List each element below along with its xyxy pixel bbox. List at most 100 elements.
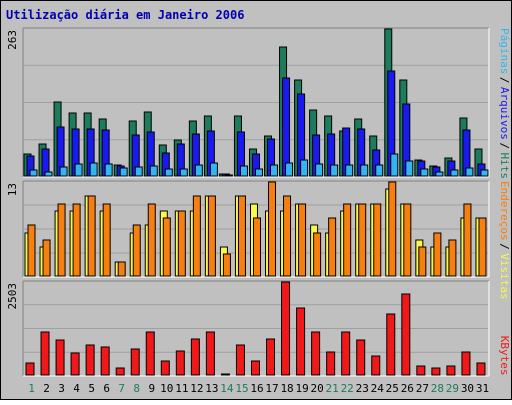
bar-páginas-day-8 — [134, 166, 143, 177]
bar-kbytes-day-7 — [115, 367, 125, 376]
bar-kbytes-day-3 — [55, 339, 65, 376]
bar-endereços-day-3 — [57, 203, 66, 277]
bar-kbytes-day-10 — [160, 360, 170, 376]
bar-endereços-day-21 — [328, 217, 337, 277]
x-tick-label-day-11: 11 — [175, 382, 188, 395]
legend-visitas: Visitas — [498, 253, 511, 299]
bar-páginas-day-13 — [209, 162, 218, 177]
bar-páginas-day-11 — [179, 168, 188, 177]
bar-endereços-day-24 — [373, 203, 382, 277]
bar-páginas-day-23 — [360, 164, 369, 177]
bar-endereços-day-16 — [252, 217, 261, 277]
bar-kbytes-day-31 — [476, 362, 486, 376]
bar-kbytes-day-27 — [416, 365, 426, 376]
bar-páginas-day-30 — [465, 167, 474, 177]
bar-kbytes-day-11 — [175, 350, 185, 376]
bar-páginas-day-26 — [405, 160, 414, 177]
legend-separator: / — [498, 77, 511, 84]
bar-kbytes-day-8 — [130, 348, 140, 376]
x-tick-label-day-17: 17 — [265, 382, 278, 395]
x-tick-label-day-10: 10 — [160, 382, 173, 395]
bar-kbytes-day-22 — [341, 331, 351, 376]
bar-kbytes-day-6 — [100, 346, 110, 376]
bar-kbytes-day-4 — [70, 352, 80, 376]
bar-endereços-day-5 — [87, 195, 96, 277]
bar-páginas-day-29 — [450, 169, 459, 177]
bar-endereços-day-17 — [268, 181, 277, 277]
x-tick-label-day-7: 7 — [118, 382, 125, 395]
y-tick-label: 263 — [6, 30, 19, 50]
bar-páginas-day-2 — [44, 171, 53, 177]
bar-páginas-day-5 — [89, 162, 98, 177]
bar-endereços-day-7 — [117, 261, 126, 277]
bar-kbytes-day-23 — [356, 339, 366, 376]
legend-endereços: Endereços — [498, 181, 511, 241]
bar-kbytes-day-25 — [386, 313, 396, 376]
x-tick-label-day-27: 27 — [416, 382, 429, 395]
x-tick-label-day-6: 6 — [103, 382, 110, 395]
series-arquivos — [26, 70, 486, 177]
x-tick-label-day-4: 4 — [73, 382, 80, 395]
bar-kbytes-day-15 — [235, 344, 245, 376]
bar-páginas-day-6 — [104, 163, 113, 177]
x-tick-label-day-8: 8 — [133, 382, 140, 395]
chart-panel-1: 263 Páginas / Arquivos / Hits — [6, 27, 511, 180]
bar-endereços-day-2 — [42, 239, 51, 277]
bar-páginas-day-3 — [59, 166, 68, 177]
bar-arquivos-day-18 — [282, 77, 291, 177]
bar-páginas-day-4 — [74, 163, 83, 177]
legend-kbytes: KBytes — [498, 336, 511, 376]
x-tick-label-day-16: 16 — [250, 382, 263, 395]
bar-páginas-day-21 — [330, 164, 339, 177]
x-tick-label-day-14: 14 — [220, 382, 234, 395]
x-tick-label-day-25: 25 — [386, 382, 399, 395]
series-endereços — [27, 181, 487, 277]
chart-panel-2: 13 Endereços / Visitas — [6, 180, 511, 300]
bar-kbytes-day-24 — [371, 355, 381, 376]
bar-endereços-day-27 — [418, 246, 427, 277]
bar-páginas-day-28 — [435, 171, 444, 177]
legend-separator: / — [498, 243, 511, 250]
series-kbytes — [25, 281, 486, 376]
legend-hits: Hits — [498, 153, 511, 180]
bar-páginas-day-1 — [29, 169, 38, 177]
bar-kbytes-day-5 — [85, 344, 95, 376]
bar-endereços-day-22 — [343, 203, 352, 277]
bar-páginas-day-14 — [224, 174, 233, 177]
x-tick-label-day-30: 30 — [461, 382, 474, 395]
bar-páginas-day-20 — [315, 163, 324, 177]
x-tick-label-day-5: 5 — [88, 382, 95, 395]
x-tick-label-day-29: 29 — [446, 382, 459, 395]
bar-endereços-day-12 — [192, 195, 201, 277]
bar-kbytes-day-13 — [205, 331, 215, 376]
bar-páginas-day-17 — [270, 164, 279, 177]
x-tick-label-day-21: 21 — [326, 382, 339, 395]
bar-kbytes-day-18 — [281, 281, 291, 376]
bar-kbytes-day-2 — [40, 331, 50, 376]
bar-endereços-day-23 — [358, 203, 367, 277]
bar-kbytes-day-9 — [145, 331, 155, 376]
bar-kbytes-day-17 — [266, 338, 276, 376]
bar-páginas-day-18 — [285, 162, 294, 177]
bar-endereços-day-29 — [448, 239, 457, 277]
bar-endereços-day-25 — [388, 181, 397, 277]
bar-kbytes-day-26 — [401, 293, 411, 376]
bar-endereços-day-1 — [27, 224, 36, 277]
x-tick-label-day-23: 23 — [356, 382, 369, 395]
bar-endereços-day-26 — [403, 203, 412, 277]
bar-páginas-day-19 — [300, 159, 309, 177]
x-tick-label-day-19: 19 — [295, 382, 308, 395]
bar-kbytes-day-28 — [431, 367, 441, 376]
x-tick-label-day-15: 15 — [235, 382, 248, 395]
bar-páginas-day-16 — [254, 168, 263, 177]
x-tick-label-day-2: 2 — [43, 382, 50, 395]
bar-páginas-day-27 — [420, 168, 429, 177]
x-tick-label-day-1: 1 — [28, 382, 35, 395]
bar-endereços-day-30 — [463, 203, 472, 277]
bar-páginas-day-9 — [149, 165, 158, 177]
x-tick-label-day-24: 24 — [371, 382, 385, 395]
bar-endereços-day-18 — [283, 195, 292, 277]
bar-endereços-day-6 — [102, 203, 111, 277]
